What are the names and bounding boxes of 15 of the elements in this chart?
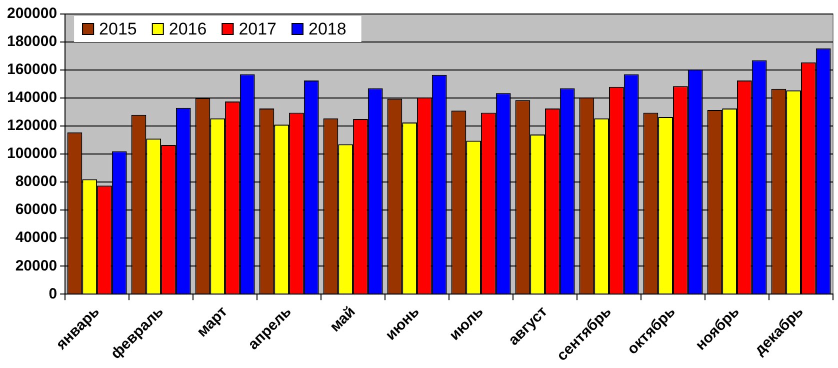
- y-tick-label: 80000: [15, 173, 58, 190]
- y-tick-label: 180000: [6, 33, 58, 50]
- legend-label: 2017: [238, 20, 277, 39]
- y-tick-label: 40000: [15, 229, 58, 246]
- y-tick-label: 120000: [6, 117, 58, 134]
- y-tick-label: 0: [48, 285, 58, 302]
- y-tick-label: 160000: [6, 61, 58, 78]
- y-tick-label: 20000: [15, 257, 58, 274]
- legend-label: 2016: [168, 20, 207, 39]
- legend-label: 2015: [99, 20, 137, 39]
- y-tick-label: 100000: [6, 145, 58, 162]
- y-tick-label: 140000: [6, 89, 58, 106]
- y-tick-label: 60000: [15, 201, 58, 218]
- y-tick-label: 200000: [6, 5, 58, 22]
- legend-label: 2018: [308, 20, 346, 39]
